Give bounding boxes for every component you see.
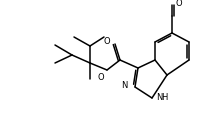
Text: H: H: [162, 93, 168, 102]
Text: O: O: [176, 0, 183, 8]
Text: N: N: [122, 82, 128, 90]
Text: N: N: [156, 93, 162, 102]
Text: O: O: [103, 37, 110, 47]
Text: O: O: [97, 73, 104, 82]
